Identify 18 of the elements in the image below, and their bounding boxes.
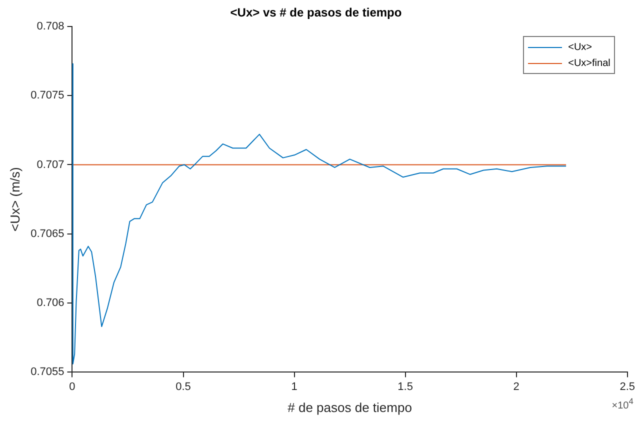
y-tick-label: 0.707 bbox=[36, 158, 64, 171]
y-axis-title: <Ux> (m/s) bbox=[7, 167, 22, 232]
x-tick-label: 2 bbox=[513, 380, 520, 393]
y-tick-label: 0.7075 bbox=[30, 90, 64, 102]
y-tick-label: 0.708 bbox=[36, 20, 64, 32]
x-tick-label: 1 bbox=[291, 380, 298, 393]
x-tick-label: 1.5 bbox=[398, 380, 413, 393]
x-tick-label: 0 bbox=[69, 380, 76, 393]
chart-title: <Ux> vs # de pasos de tiempo bbox=[230, 6, 402, 20]
x-axis-title: # de pasos de tiempo bbox=[288, 400, 412, 415]
x-tick-label: 0.5 bbox=[176, 380, 191, 393]
x-tick-label: 2.5 bbox=[620, 380, 636, 393]
legend-label: <Ux>final bbox=[568, 58, 610, 69]
text: ×10$^{4}$ bbox=[612, 396, 634, 412]
y-tick-label: 0.7055 bbox=[30, 366, 64, 378]
y-tick-label: 0.7065 bbox=[30, 228, 64, 240]
y-tick-label: 0.706 bbox=[36, 297, 64, 310]
legend-label: <Ux> bbox=[568, 42, 592, 53]
